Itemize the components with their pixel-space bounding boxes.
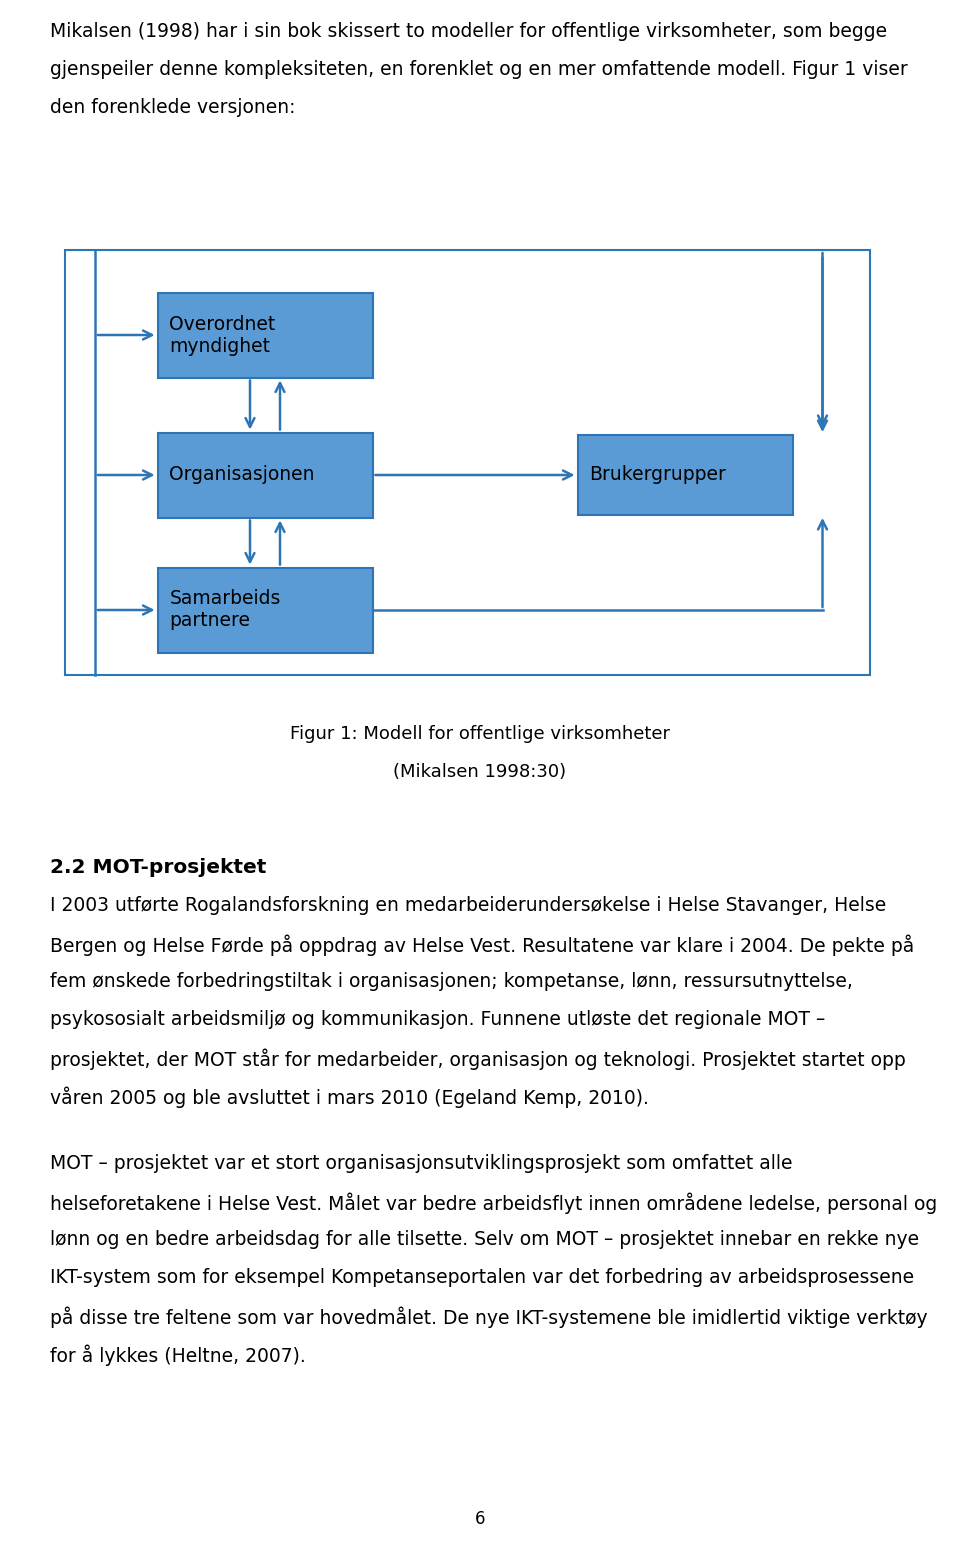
Text: helseforetakene i Helse Vest. Målet var bedre arbeidsflyt innen områdene ledelse: helseforetakene i Helse Vest. Målet var … <box>50 1192 937 1214</box>
Text: lønn og en bedre arbeidsdag for alle tilsette. Selv om MOT – prosjektet innebar : lønn og en bedre arbeidsdag for alle til… <box>50 1231 919 1249</box>
FancyArrowPatch shape <box>246 521 254 563</box>
Text: psykososialt arbeidsmiljø og kommunikasjon. Funnene utløste det regionale MOT –: psykososialt arbeidsmiljø og kommunikasj… <box>50 1011 826 1029</box>
Text: Bergen og Helse Førde på oppdrag av Helse Vest. Resultatene var klare i 2004. De: Bergen og Helse Førde på oppdrag av Hels… <box>50 935 914 955</box>
Text: Overordnet
myndighet: Overordnet myndighet <box>170 315 276 355</box>
Text: 2.2 MOT-prosjektet: 2.2 MOT-prosjektet <box>50 859 266 877</box>
FancyArrowPatch shape <box>276 383 284 429</box>
Text: Brukergrupper: Brukergrupper <box>589 465 727 485</box>
FancyBboxPatch shape <box>157 432 372 518</box>
Text: I 2003 utførte Rogalandsforskning en medarbeiderundersøkelse i Helse Stavanger, : I 2003 utførte Rogalandsforskning en med… <box>50 896 886 914</box>
Text: våren 2005 og ble avsluttet i mars 2010 (Egeland Kemp, 2010).: våren 2005 og ble avsluttet i mars 2010 … <box>50 1087 649 1108</box>
Text: den forenklede versjonen:: den forenklede versjonen: <box>50 98 296 116</box>
FancyArrowPatch shape <box>818 521 827 608</box>
Text: 6: 6 <box>475 1510 485 1528</box>
Text: Organisasjonen: Organisasjonen <box>170 465 315 485</box>
FancyBboxPatch shape <box>578 436 793 515</box>
Text: IKT-system som for eksempel Kompetanseportalen var det forbedring av arbeidspros: IKT-system som for eksempel Kompetansepo… <box>50 1268 914 1288</box>
FancyArrowPatch shape <box>98 606 152 614</box>
FancyArrowPatch shape <box>246 380 254 426</box>
FancyArrowPatch shape <box>818 253 827 425</box>
Text: prosjektet, der MOT står for medarbeider, organisasjon og teknologi. Prosjektet : prosjektet, der MOT står for medarbeider… <box>50 1048 905 1070</box>
Text: MOT – prosjektet var et stort organisasjonsutviklingsprosjekt som omfattet alle: MOT – prosjektet var et stort organisasj… <box>50 1155 793 1173</box>
FancyBboxPatch shape <box>157 567 372 653</box>
Text: (Mikalsen 1998:30): (Mikalsen 1998:30) <box>394 763 566 781</box>
FancyArrowPatch shape <box>375 471 572 479</box>
FancyArrowPatch shape <box>98 471 152 479</box>
Text: fem ønskede forbedringstiltak i organisasjonen; kompetanse, lønn, ressursutnytte: fem ønskede forbedringstiltak i organisa… <box>50 972 852 990</box>
Text: for å lykkes (Heltne, 2007).: for å lykkes (Heltne, 2007). <box>50 1344 305 1366</box>
Bar <box>65 250 870 674</box>
FancyBboxPatch shape <box>157 293 372 378</box>
FancyArrowPatch shape <box>98 330 152 339</box>
Text: Samarbeids
partnere: Samarbeids partnere <box>170 589 281 631</box>
Text: på disse tre feltene som var hovedmålet. De nye IKT-systemene ble imidlertid vik: på disse tre feltene som var hovedmålet.… <box>50 1307 927 1328</box>
Text: Mikalsen (1998) har i sin bok skissert to modeller for offentlige virksomheter, : Mikalsen (1998) har i sin bok skissert t… <box>50 22 887 40</box>
FancyArrowPatch shape <box>276 522 284 564</box>
Text: gjenspeiler denne kompleksiteten, en forenklet og en mer omfattende modell. Figu: gjenspeiler denne kompleksiteten, en for… <box>50 60 908 79</box>
FancyArrowPatch shape <box>818 257 827 429</box>
Text: Figur 1: Modell for offentlige virksomheter: Figur 1: Modell for offentlige virksomhe… <box>290 725 670 742</box>
